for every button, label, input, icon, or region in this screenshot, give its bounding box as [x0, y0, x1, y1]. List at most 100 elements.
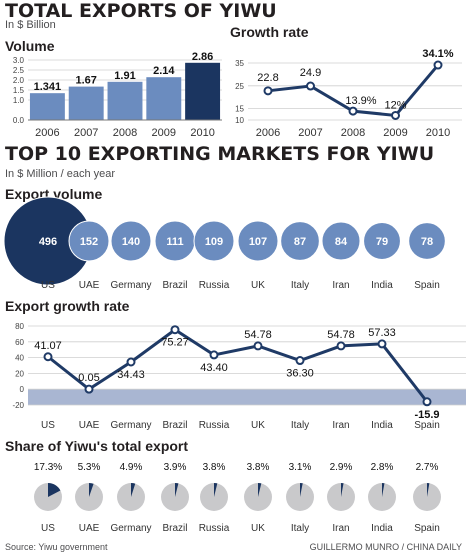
export-growth-ytick-label: 0 [20, 385, 25, 394]
growth-ytick-label: 15 [235, 105, 244, 114]
share-country: Spain [414, 523, 440, 534]
volume-year-label: 2010 [190, 127, 214, 139]
share-value-label: 17.3% [34, 462, 62, 473]
export-growth-value: 75.27 [161, 337, 189, 349]
volume-ytick-label: 2.5 [13, 66, 25, 75]
growth-value-label: 34.1% [422, 48, 453, 60]
export-growth-value: 0.05 [78, 372, 99, 384]
volume-ytick-label: 1.0 [13, 96, 25, 105]
share-pie-slice [48, 483, 61, 497]
growth-year-label: 2009 [383, 127, 407, 139]
share-value-label: 3.1% [289, 462, 312, 473]
export-growth-ytick-label: -20 [12, 401, 24, 410]
share-pie-slice [341, 483, 344, 497]
export-volume-value: 152 [80, 236, 98, 248]
main-unit: In $ Billion [5, 19, 56, 31]
share-pie-slice [214, 483, 218, 497]
export-growth-ytick-label: 80 [15, 322, 24, 331]
share-pie-slice [427, 483, 430, 497]
volume-value-label: 1.341 [34, 81, 62, 93]
export-growth-country: US [41, 420, 55, 431]
share-country: Germany [110, 523, 151, 534]
volume-year-label: 2008 [113, 127, 137, 139]
volume-value-label: 2.14 [153, 65, 175, 77]
growth-ytick-label: 10 [235, 116, 244, 125]
share-country: US [41, 523, 55, 534]
export-growth-country: UK [251, 420, 265, 431]
export-growth-value: 34.43 [117, 369, 145, 381]
share-value-label: 2.8% [371, 462, 394, 473]
export-growth-country: Brazil [162, 420, 187, 431]
export-growth-country: Russia [199, 420, 230, 431]
negative-growth-band [28, 389, 466, 405]
export-growth-value: 54.78 [244, 329, 272, 341]
volume-value-label: 1.67 [75, 75, 96, 87]
export-growth-value: 54.78 [327, 329, 355, 341]
export-volume-value: 109 [205, 236, 223, 248]
share-country: Italy [291, 523, 309, 534]
export-volume-country: Iran [332, 280, 349, 291]
volume-bar [68, 86, 104, 120]
share-pie-slice [175, 483, 179, 497]
growth-year-label: 2008 [341, 127, 365, 139]
export-growth-label: Export growth rate [5, 298, 130, 314]
export-growth-point [84, 384, 94, 394]
share-pie-slice [300, 483, 303, 497]
share-pie-slice [382, 483, 385, 497]
export-growth-point [377, 339, 387, 349]
volume-value-label: 2.86 [192, 51, 213, 63]
volume-value-label: 1.91 [114, 70, 135, 82]
export-growth-point [126, 357, 136, 367]
volume-label: Volume [5, 38, 55, 54]
volume-bar [146, 77, 182, 120]
export-volume-country: Russia [199, 280, 230, 291]
share-pie-slice [131, 483, 136, 497]
growth-point [263, 86, 273, 96]
share-country: Iran [332, 523, 349, 534]
export-growth-point [209, 350, 219, 360]
share-value-label: 2.7% [416, 462, 439, 473]
export-volume-label: Export volume [5, 186, 103, 202]
export-volume-country: UAE [79, 280, 100, 291]
growth-point [306, 81, 315, 91]
volume-year-label: 2007 [74, 127, 98, 139]
share-value-label: 5.3% [78, 462, 101, 473]
export-volume-bubble [110, 220, 152, 262]
growth-ytick-label: 35 [235, 59, 244, 68]
export-growth-point [295, 356, 305, 366]
growth-year-label: 2010 [426, 127, 450, 139]
export-growth-country: Spain [414, 420, 440, 431]
export-growth-value: -15.9 [414, 409, 439, 421]
share-country: Russia [199, 523, 230, 534]
export-growth-ytick-label: 20 [15, 369, 24, 378]
growth-value-label: 13.9% [345, 95, 376, 107]
export-volume-bubble [280, 221, 320, 261]
export-volume-country: Brazil [162, 280, 187, 291]
export-volume-value: 111 [166, 236, 183, 248]
top10-unit: In $ Million / each year [5, 168, 116, 180]
export-volume-value: 87 [294, 236, 306, 248]
export-growth-ytick-label: 60 [15, 338, 24, 347]
export-volume-country: Italy [291, 280, 309, 291]
share-value-label: 3.9% [164, 462, 187, 473]
export-growth-country: Germany [110, 420, 151, 431]
share-value-label: 2.9% [330, 462, 353, 473]
export-growth-ytick-label: 40 [15, 354, 24, 363]
growth-rate-label: Growth rate [230, 24, 309, 40]
share-label: Share of Yiwu's total export [5, 438, 189, 454]
growth-point [348, 106, 358, 116]
export-volume-country: India [371, 280, 393, 291]
export-growth-value: 43.40 [200, 362, 228, 374]
export-volume-bubble [193, 220, 235, 262]
export-volume-bubble [321, 221, 361, 261]
growth-value-label: 24.9 [300, 67, 321, 79]
export-volume-bubble [68, 220, 110, 262]
export-growth-value: 36.30 [286, 368, 314, 380]
export-growth-country: India [371, 420, 393, 431]
export-volume-country: US [41, 280, 55, 291]
share-value-label: 4.9% [120, 462, 143, 473]
export-volume-bubble [408, 222, 446, 260]
growth-point [391, 110, 400, 120]
growth-value-label: 22.8 [257, 72, 278, 84]
